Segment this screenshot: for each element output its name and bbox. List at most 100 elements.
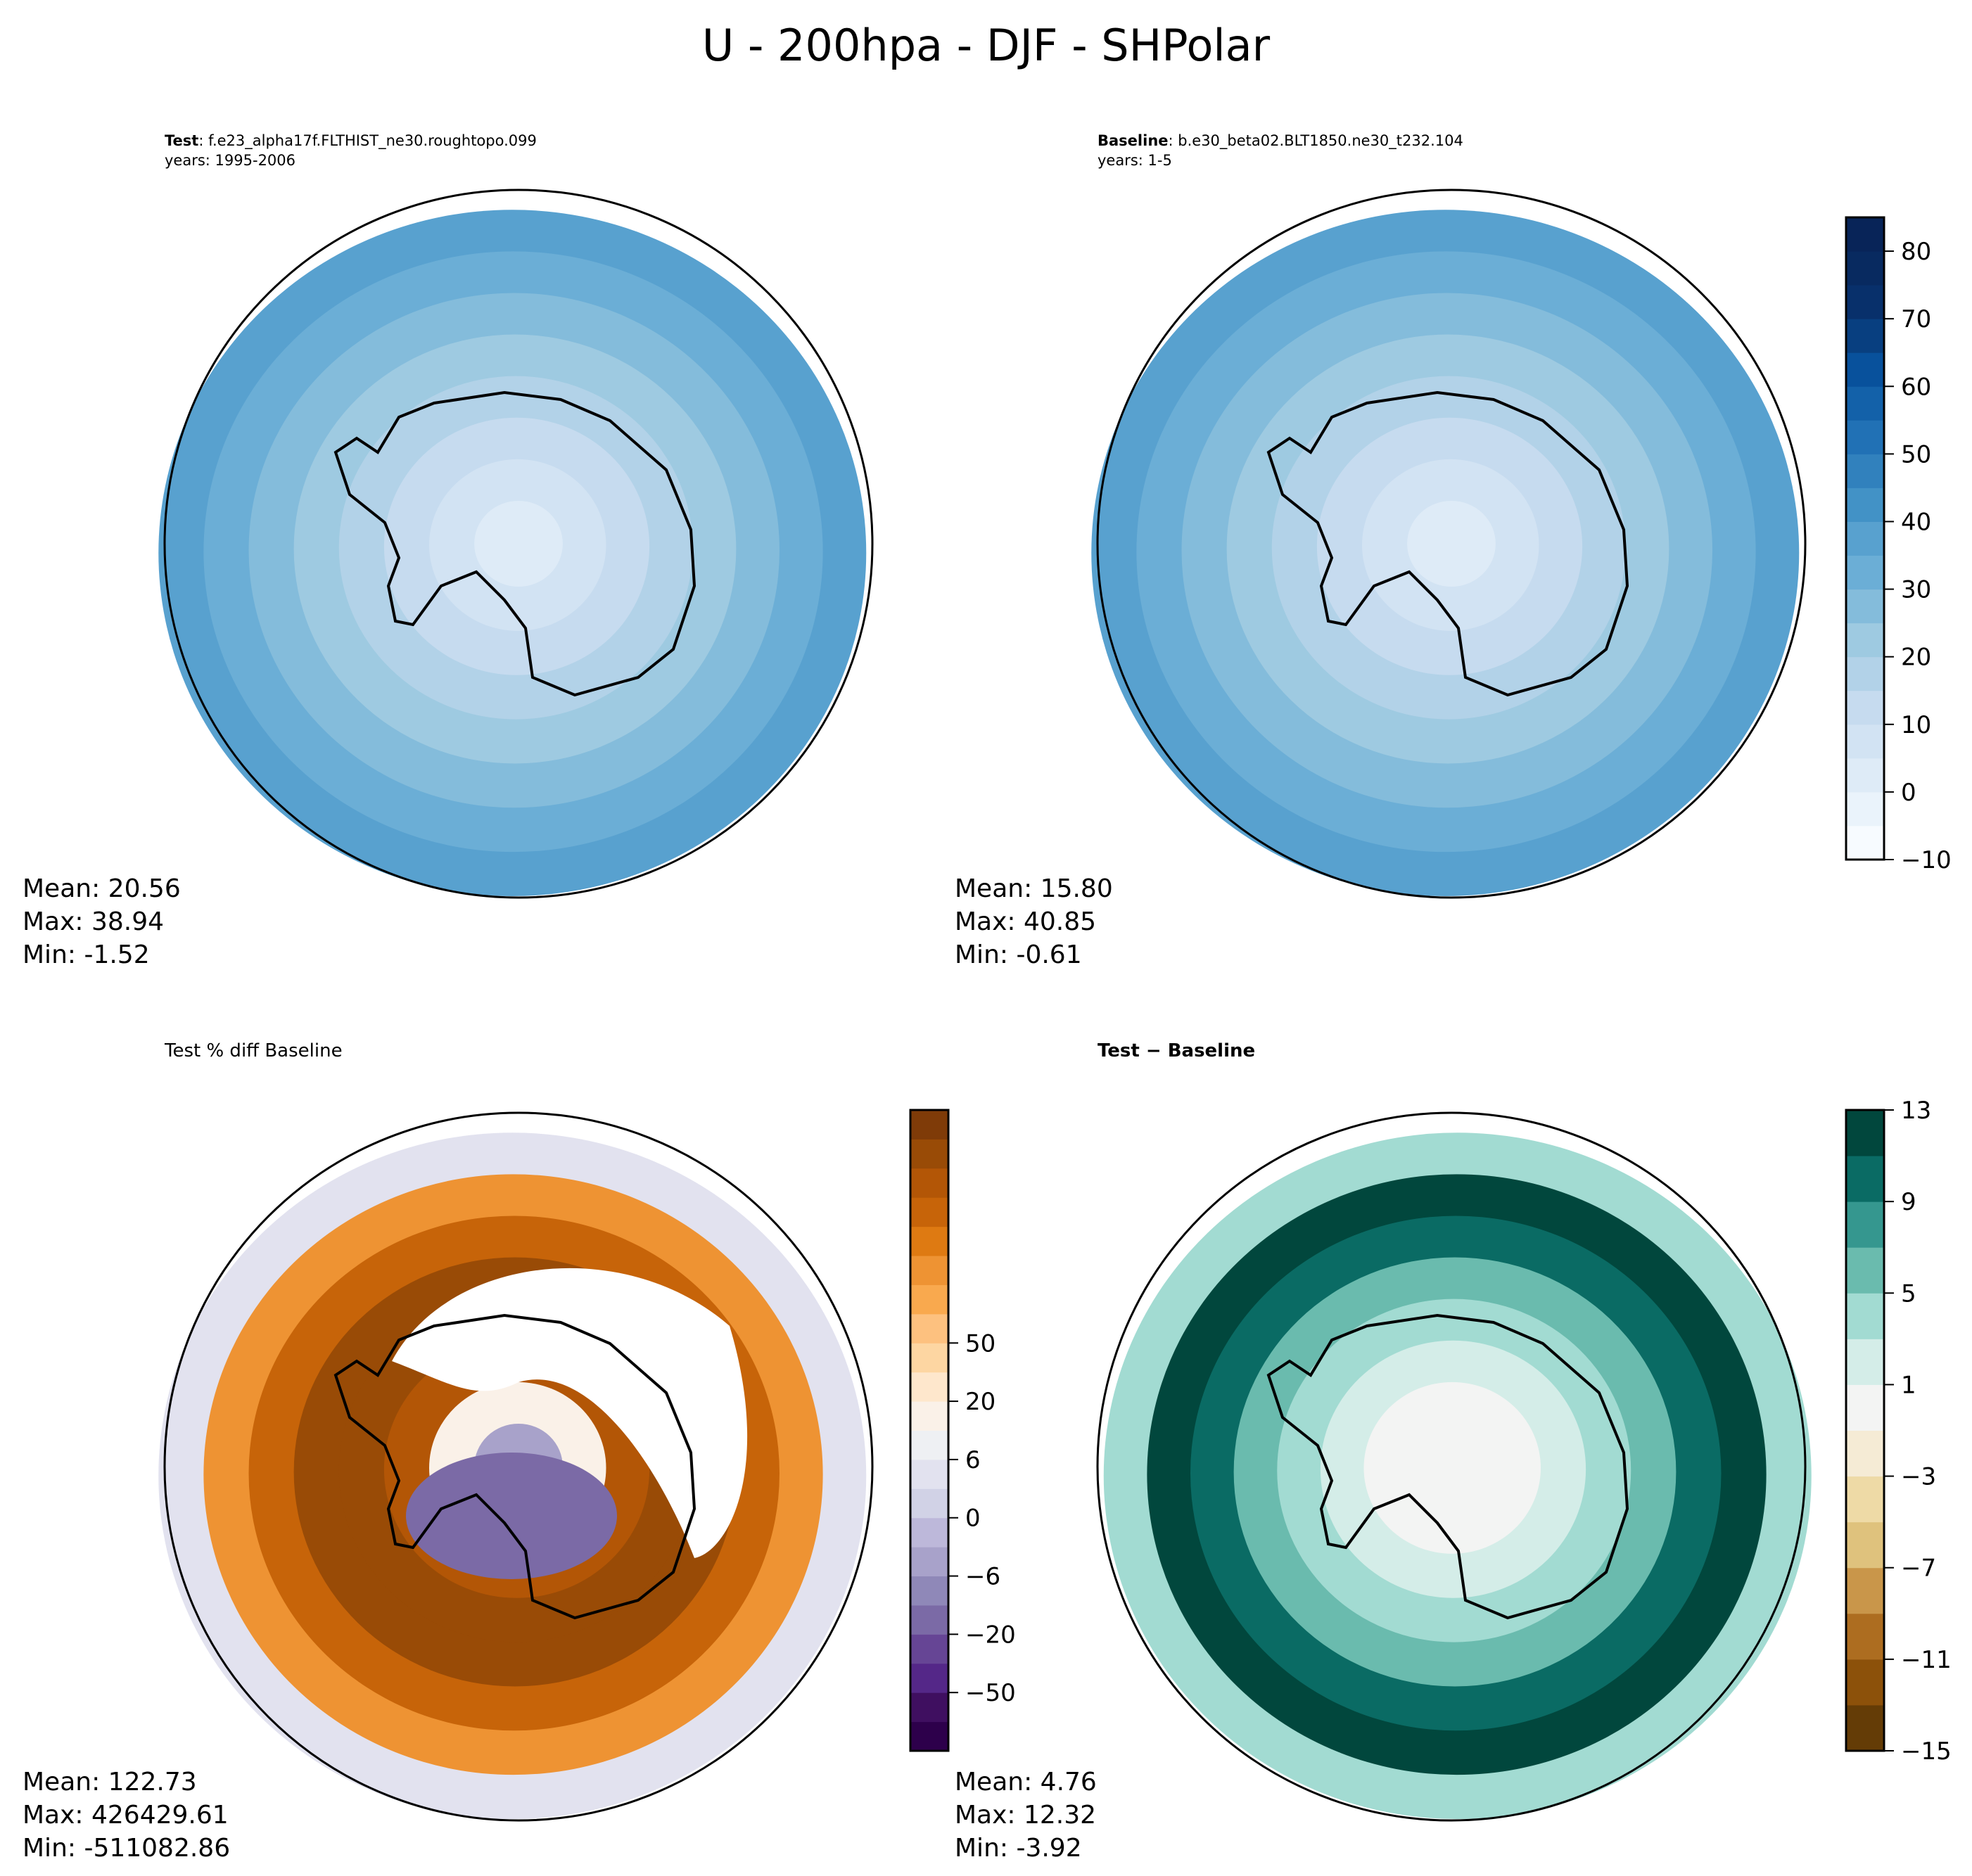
- figure-title: U - 200hpa - DJF - SHPolar: [701, 20, 1271, 71]
- colorbar-band: [1846, 352, 1884, 387]
- colorbar-frame: [1845, 216, 1885, 861]
- colorbar-tick-label: 50: [965, 1329, 995, 1358]
- colorbar-band: [910, 1604, 948, 1635]
- colorbar-tick-label: 50: [1901, 440, 1931, 468]
- colorbar-band: [910, 1168, 948, 1198]
- colorbar-band: [1846, 1567, 1884, 1614]
- colorbar-band: [910, 1343, 948, 1373]
- colorbar-band: [1846, 420, 1884, 454]
- diff-mean: Mean: 4.76: [955, 1768, 1097, 1797]
- test-min: Min: -1.52: [23, 940, 150, 969]
- map-test: [158, 189, 874, 899]
- colorbar-band: [1846, 724, 1884, 759]
- contour-band: [1407, 1424, 1496, 1510]
- baseline-subtitle: Baseline: b.e30_beta02.BLT1850.ne30_t232…: [1098, 131, 1463, 170]
- colorbar-tick-label: 9: [1901, 1188, 1916, 1216]
- colorbar-band: [1846, 791, 1884, 827]
- colorbar-tick-label: −50: [965, 1679, 1016, 1707]
- colorbar-band: [910, 1226, 948, 1256]
- colorbar-band: [1846, 1476, 1884, 1523]
- colorbar-band: [910, 1663, 948, 1693]
- colorbar-tick-label: −10: [1901, 846, 1952, 874]
- colorbar-tick-label: 13: [1901, 1097, 1931, 1125]
- colorbar-band: [1846, 1430, 1884, 1477]
- colorbar-band: [910, 1634, 948, 1664]
- colorbar-u: −10 0 10 20 30 40 50 60 70 80: [1845, 216, 1952, 874]
- antarctica-coastline: [333, 390, 696, 697]
- colorbar-band: [910, 1488, 948, 1519]
- colorbar-frame: [909, 1109, 950, 1752]
- colorbar-tick-label: 60: [1901, 373, 1931, 401]
- colorbar-tick-label: 30: [1901, 576, 1931, 604]
- colorbar-band: [1846, 1110, 1884, 1156]
- colorbar-band: [910, 1692, 948, 1723]
- pctdiff-stats: Mean: 122.73 Max: 426429.61 Min: -511082.8…: [23, 1766, 230, 1865]
- colorbar-band: [1846, 1293, 1884, 1339]
- colorbar-tick-label: 70: [1901, 305, 1931, 333]
- colorbar-tick-label: −11: [1901, 1646, 1952, 1674]
- colorbar-band: [1846, 521, 1884, 556]
- baseline-label: Baseline: [1098, 132, 1169, 149]
- colorbar-band: [910, 1576, 948, 1606]
- test-max: Max: 38.94: [23, 907, 165, 936]
- antarctica-coastline: [333, 1313, 696, 1620]
- colorbar-band: [1846, 1613, 1884, 1660]
- test-years: years: 1995-2006: [165, 152, 296, 169]
- colorbar-diff: −15 −11 −7 −3 1 5 9 13: [1845, 1097, 1952, 1766]
- baseline-stats: Mean: 15.80 Max: 40.85 Min: -0.61: [955, 872, 1113, 971]
- colorbar-band: [1846, 319, 1884, 353]
- colorbar-band: [1846, 758, 1884, 793]
- map-boundary: [163, 1111, 874, 1822]
- diff-stats: Mean: 4.76 Max: 12.32 Min: -3.92: [955, 1766, 1097, 1865]
- colorbar-tick-label: 20: [965, 1388, 995, 1416]
- diff-max: Max: 12.32: [955, 1801, 1097, 1830]
- masked-region: [392, 1268, 748, 1558]
- colorbar-band: [1846, 825, 1884, 860]
- colorbar-band: [910, 1197, 948, 1227]
- map-boundary: [1096, 189, 1807, 899]
- pctdiff-mean: Mean: 122.73: [23, 1768, 197, 1797]
- colorbar-band: [910, 1372, 948, 1402]
- test-label: Test: [165, 132, 199, 149]
- colorbar-tick-label: 40: [1901, 508, 1931, 536]
- colorbar-band: [1846, 1521, 1884, 1569]
- diff-subtitle: Test − Baseline: [1098, 1040, 1256, 1061]
- colorbar-tick-label: −20: [965, 1621, 1016, 1649]
- baseline-years: years: 1-5: [1098, 152, 1172, 169]
- colorbar-pctdiff: −50 −20 −6 0 6 20 50: [909, 1109, 1016, 1752]
- colorbar-band: [1846, 386, 1884, 421]
- colorbar-band: [910, 1139, 948, 1169]
- map-boundary: [163, 189, 874, 899]
- colorbar-tick-label: 1: [1901, 1371, 1916, 1399]
- colorbar-band: [1846, 1156, 1884, 1202]
- colorbar-band: [1846, 487, 1884, 522]
- colorbar-band: [1846, 1247, 1884, 1294]
- colorbar-band: [1846, 1201, 1884, 1248]
- test-case: : f.e23_alpha17f.FLTHIST_ne30.roughtopo.…: [198, 132, 537, 149]
- colorbar-band: [910, 1110, 948, 1140]
- map-diff: [1096, 1111, 1812, 1822]
- colorbar-band: [910, 1459, 948, 1489]
- baseline-min: Min: -0.61: [955, 940, 1082, 969]
- map-boundary: [1096, 1111, 1807, 1822]
- diff-min: Min: -3.92: [955, 1834, 1082, 1863]
- colorbar-band: [910, 1284, 948, 1315]
- colorbar-band: [1846, 555, 1884, 590]
- baseline-max: Max: 40.85: [955, 907, 1097, 936]
- colorbar-band: [910, 1721, 948, 1751]
- colorbar-tick-label: 5: [1901, 1280, 1916, 1308]
- antarctica-coastline: [1266, 390, 1629, 697]
- map-baseline: [1091, 189, 1807, 899]
- colorbar-tick-label: 10: [1901, 711, 1931, 739]
- colorbar-tick-label: −7: [1901, 1555, 1936, 1583]
- colorbar-tick-label: 80: [1901, 238, 1931, 266]
- colorbar-band: [1846, 623, 1884, 658]
- baseline-case: : b.e30_beta02.BLT1850.ne30_t232.104: [1168, 132, 1463, 149]
- colorbar-band: [1846, 251, 1884, 286]
- contour-band: [1407, 501, 1496, 587]
- colorbar-band: [910, 1430, 948, 1460]
- pctdiff-subtitle: Test % diff Baseline: [165, 1040, 343, 1061]
- colorbar-band: [1846, 217, 1884, 252]
- test-subtitle: Test: f.e23_alpha17f.FLTHIST_ne30.rought…: [165, 131, 537, 170]
